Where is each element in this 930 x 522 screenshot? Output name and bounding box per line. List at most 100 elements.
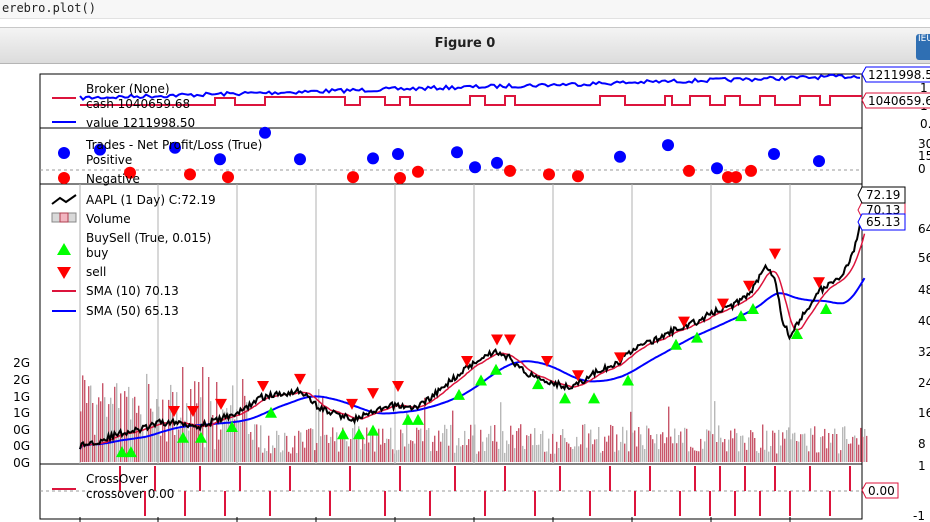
crossover-legend: CrossOver crossover 0.00 — [52, 472, 174, 501]
buy-marker — [353, 428, 365, 440]
volume-bar — [422, 441, 424, 462]
volume-bar — [418, 429, 420, 462]
volume-bar — [96, 404, 98, 462]
sell-marker — [769, 248, 781, 260]
volume-bar — [602, 451, 604, 462]
volume-bar — [326, 434, 328, 462]
volume-bar — [590, 429, 592, 462]
close-last-label: 72.19 — [866, 188, 900, 202]
volume-bar — [640, 434, 642, 462]
volume-bar — [718, 425, 720, 462]
volume-bar — [202, 367, 204, 462]
volume-bar — [370, 431, 372, 462]
volume-bar — [408, 443, 410, 462]
volume-bar — [432, 441, 434, 462]
volume-bar — [382, 428, 384, 462]
sell-marker — [346, 398, 358, 410]
volume-bar — [516, 431, 518, 462]
volume-bar — [634, 430, 636, 462]
volume-bar — [532, 445, 534, 462]
volume-bar — [826, 448, 828, 462]
sell-marker — [215, 398, 227, 410]
volume-bar — [790, 439, 792, 462]
volume-bar — [760, 447, 762, 462]
volume-bar — [416, 427, 418, 462]
volume-bar — [380, 444, 382, 462]
figure-titlebar: Figure 0 IEU — [0, 27, 930, 64]
volume-bar — [492, 441, 494, 462]
volume-bar — [246, 402, 248, 462]
volume-bar — [584, 424, 586, 462]
price-plot — [79, 203, 866, 458]
volume-bar — [672, 443, 674, 462]
trade-negative-point — [347, 171, 359, 184]
volume-bar — [866, 435, 868, 462]
trade-positive-point — [367, 152, 379, 165]
sell-marker — [168, 406, 180, 418]
volume-bar — [486, 437, 488, 462]
volume-bar — [744, 442, 746, 462]
volume-bar — [740, 435, 742, 462]
volume-bar — [632, 432, 634, 462]
volume-bar — [428, 428, 430, 462]
volume-bar — [820, 437, 822, 462]
volume-bar — [440, 441, 442, 462]
volume-bar — [608, 435, 610, 462]
volume-bar — [292, 447, 294, 462]
volume-bar — [90, 385, 92, 462]
volume-bar — [480, 429, 482, 462]
volume-bar — [124, 391, 126, 462]
volume-bar — [544, 451, 546, 462]
trade-negative-point — [683, 164, 695, 177]
trade-negative-point — [222, 171, 234, 184]
buy-marker — [195, 431, 207, 443]
volume-bar — [280, 452, 282, 462]
toolbar-corner-button[interactable]: IEU — [916, 34, 930, 60]
volume-bar — [354, 424, 356, 462]
trade-positive-point — [768, 148, 780, 160]
volume-bar — [490, 425, 492, 462]
buy-marker — [226, 421, 238, 433]
volume-bar — [98, 397, 100, 462]
volume-bar — [574, 446, 576, 462]
volume-bar — [788, 427, 790, 462]
volume-bar — [346, 441, 348, 462]
cash-line — [80, 95, 862, 106]
volume-bar — [334, 441, 336, 462]
volume-bar — [438, 430, 440, 462]
volume-bar — [756, 451, 758, 462]
volume-bar — [466, 445, 468, 462]
volume-bar — [310, 428, 312, 462]
volume-bar — [782, 432, 784, 462]
volume-bar — [538, 444, 540, 462]
volume-bar — [238, 422, 240, 462]
buy-marker — [116, 446, 128, 458]
volume-bar — [112, 403, 114, 462]
volume-bar — [722, 442, 724, 462]
trades-axis: 30 15 0 — [918, 137, 930, 176]
volume-bar — [710, 431, 712, 462]
value-line — [79, 73, 861, 102]
volume-bar — [318, 389, 320, 462]
volume-bar — [400, 429, 402, 462]
volume-bar — [572, 449, 574, 462]
volume-bar — [268, 435, 270, 462]
volume-bar — [342, 427, 344, 462]
volume-bar — [192, 424, 194, 462]
sell-marker — [257, 381, 269, 392]
volume-bar — [660, 434, 662, 462]
volume-bar — [650, 435, 652, 462]
volume-bar — [286, 435, 288, 462]
volume-bar — [352, 428, 354, 462]
volume-bar — [316, 443, 318, 462]
price-tick: 40 — [918, 314, 930, 328]
volume-bar — [750, 430, 752, 462]
volume-bar — [600, 452, 602, 462]
volume-bar — [850, 443, 852, 462]
volume-bar — [258, 447, 260, 462]
volume-bar — [558, 448, 560, 462]
volume-bar — [230, 405, 232, 462]
sell-marker — [813, 277, 825, 289]
volume-bar — [322, 397, 324, 462]
volume-bar — [692, 447, 694, 462]
